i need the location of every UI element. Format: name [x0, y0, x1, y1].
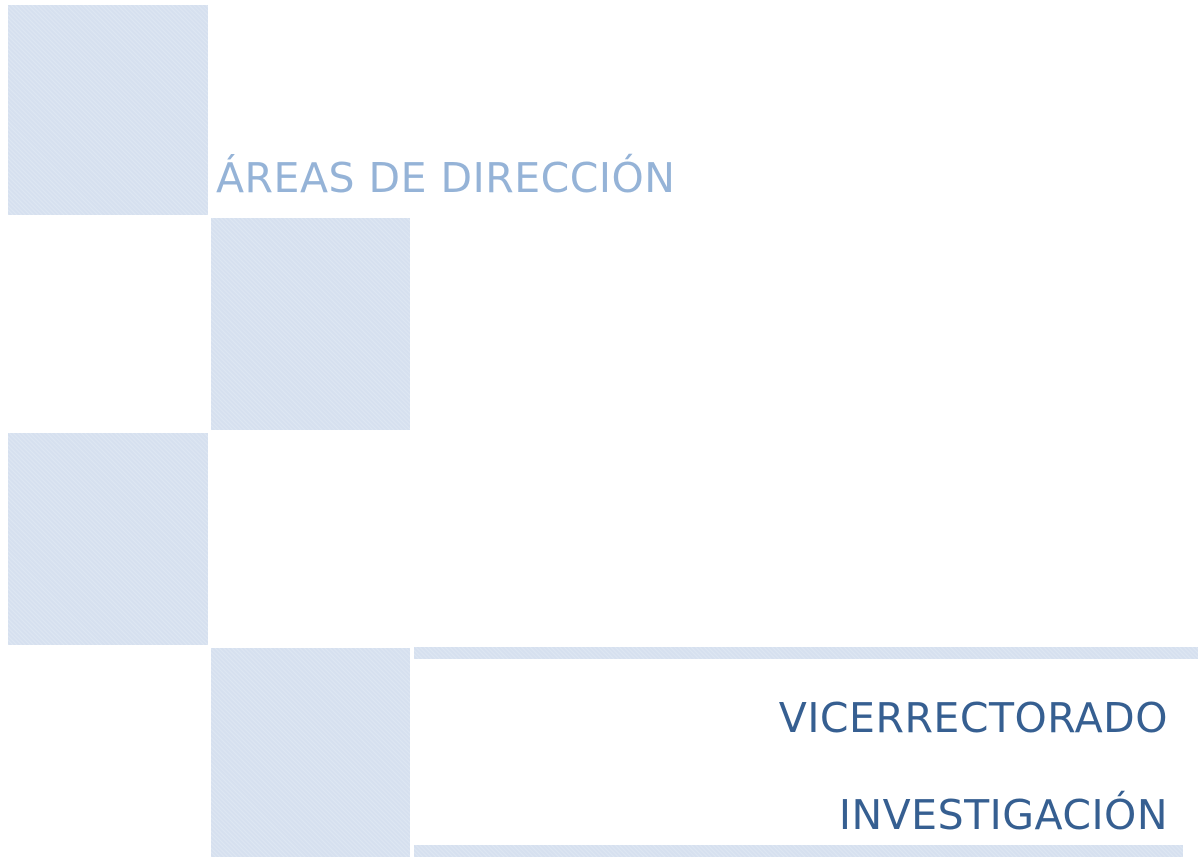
decor-square	[8, 218, 208, 430]
decor-square	[211, 433, 410, 645]
decor-square	[211, 218, 410, 430]
decor-bar	[414, 647, 1198, 659]
section-title: ÁREAS DE DIRECCIÓN	[216, 154, 676, 202]
decor-bar	[414, 845, 1183, 857]
decor-square	[211, 648, 410, 857]
title-line: INVESTIGACIÓN	[838, 791, 1168, 839]
decor-square	[8, 433, 208, 645]
title-line: VICERRECTORADO	[778, 694, 1168, 742]
decor-square	[8, 5, 208, 215]
